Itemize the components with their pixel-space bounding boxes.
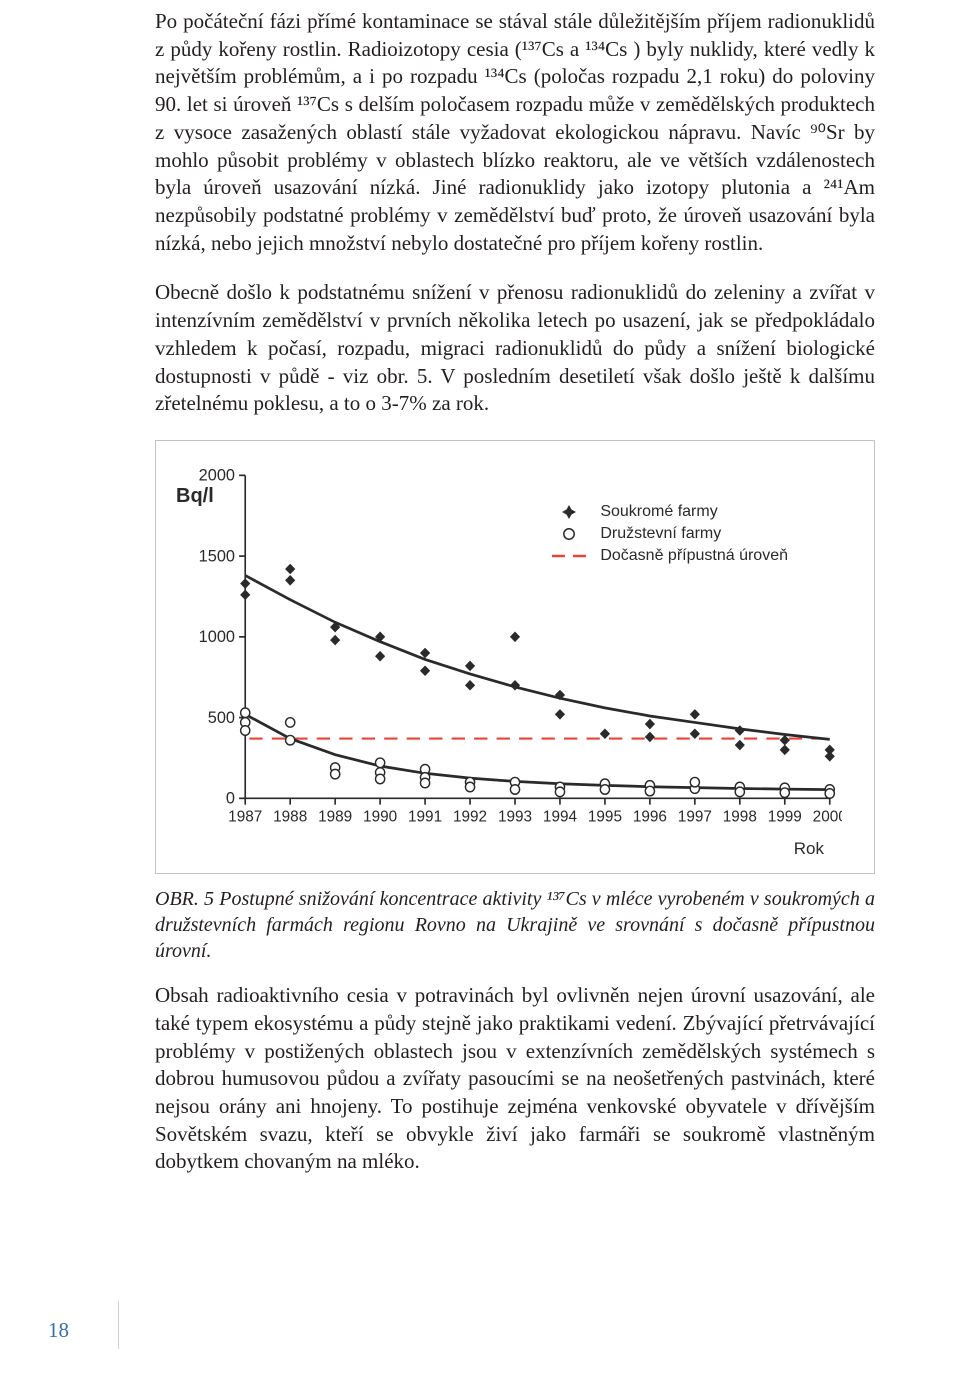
legend: Soukromé farmy Družstevní farmy Dočasně … [552,503,788,569]
svg-text:1990: 1990 [363,808,397,825]
figure-5-box: Bq/l 05001000150020001987198819891990199… [155,440,875,874]
svg-text:1991: 1991 [408,808,442,825]
paragraph-3: Obsah radioaktivního cesia v potravinách… [155,982,875,1176]
svg-text:1997: 1997 [678,808,712,825]
svg-text:2000: 2000 [199,469,235,485]
paragraph-1: Po počáteční fázi přímé kontaminace se s… [155,8,875,257]
svg-text:1998: 1998 [723,808,757,825]
x-axis-label: Rok [794,839,824,859]
legend-label-private: Soukromé farmy [600,503,717,521]
svg-text:1993: 1993 [498,808,532,825]
figure-caption: OBR. 5 Postupné snižování koncentrace ak… [155,886,875,964]
side-rule [118,1301,119,1349]
page-number: 18 [48,1318,69,1343]
legend-label-coop: Družstevní farmy [600,525,721,543]
svg-text:1995: 1995 [588,808,622,825]
svg-text:1989: 1989 [318,808,352,825]
svg-text:1994: 1994 [543,808,577,825]
svg-text:2000: 2000 [813,808,842,825]
legend-row-coop: Družstevní farmy [552,525,788,543]
svg-text:1996: 1996 [633,808,667,825]
svg-text:1992: 1992 [453,808,487,825]
svg-text:0: 0 [226,788,235,807]
svg-text:1000: 1000 [199,627,235,646]
legend-row-private: Soukromé farmy [552,503,788,521]
svg-text:1987: 1987 [228,808,262,825]
legend-label-limit: Dočasně přípustná úroveň [600,547,788,565]
svg-text:1999: 1999 [768,808,802,825]
paragraph-2: Obecně došlo k podstatnému snížení v pře… [155,279,875,418]
svg-text:500: 500 [208,708,235,727]
svg-text:1988: 1988 [273,808,307,825]
legend-row-limit: Dočasně přípustná úroveň [552,547,788,565]
svg-text:1500: 1500 [199,546,235,565]
